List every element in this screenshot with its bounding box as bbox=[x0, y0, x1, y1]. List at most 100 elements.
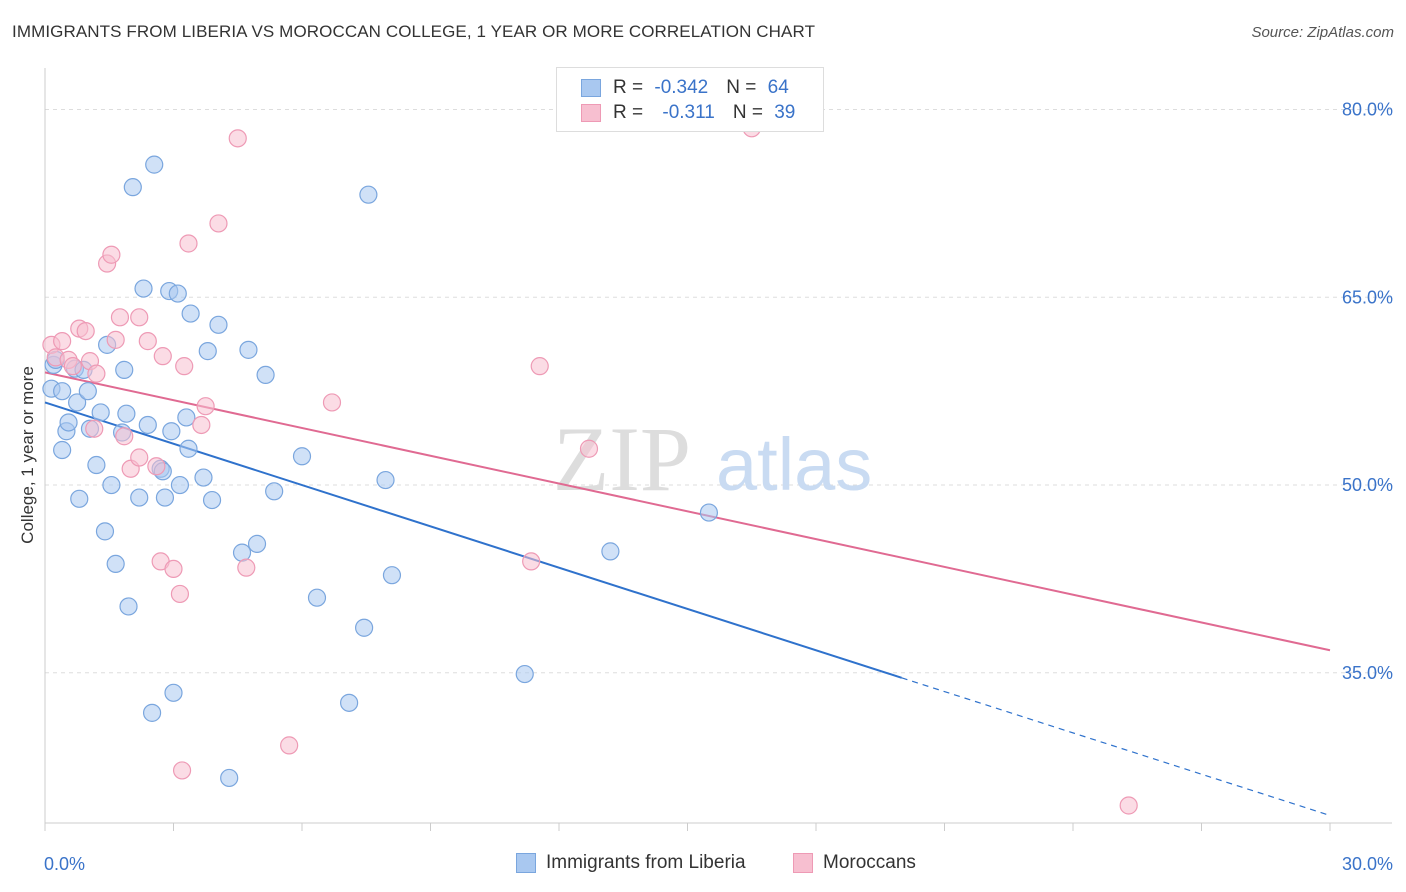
liberia-point bbox=[117, 404, 136, 423]
liberia-point bbox=[170, 475, 190, 495]
liberia-point bbox=[168, 284, 187, 303]
tick-labels: 35.0% 50.0% 65.0% 80.0% 0.0% 30.0% bbox=[44, 100, 1393, 874]
liberia-point bbox=[376, 470, 395, 490]
moroccans-legend-swatch bbox=[793, 853, 813, 873]
moroccan-point bbox=[280, 736, 299, 755]
moroccan-point bbox=[164, 559, 183, 579]
liberia-point bbox=[123, 178, 142, 197]
liberia-point bbox=[59, 413, 78, 432]
legend-n-value: 64 bbox=[767, 77, 789, 98]
liberia-point bbox=[68, 393, 87, 412]
moroccan-point bbox=[1119, 796, 1138, 815]
legend-r-value: -0.311 bbox=[662, 102, 715, 123]
moroccan-point bbox=[53, 332, 72, 351]
y-tick-label: 80.0% bbox=[1342, 100, 1393, 120]
moroccans-swatch bbox=[581, 104, 601, 122]
liberia-point bbox=[265, 482, 284, 501]
legend-r-label: R = bbox=[613, 102, 649, 123]
liberia-point bbox=[232, 543, 252, 562]
x-tick-label: 30.0% bbox=[1342, 854, 1393, 874]
legend-row-liberia: R = -0.342 N = 64 bbox=[581, 76, 789, 100]
grid-lines bbox=[45, 109, 1392, 674]
moroccan-point bbox=[322, 393, 342, 412]
watermark-atlas: atlas bbox=[716, 423, 872, 506]
moroccan-trendline bbox=[44, 371, 1331, 652]
moroccan-point bbox=[106, 330, 125, 349]
liberia-point bbox=[179, 439, 198, 458]
moroccan-point bbox=[237, 558, 256, 577]
liberia-point bbox=[177, 408, 196, 427]
correlation-legend: R = -0.342 N = 64 R = -0.311 N = 39 bbox=[556, 67, 824, 132]
liberia-point bbox=[198, 342, 217, 361]
legend-n-label: N = bbox=[732, 102, 769, 123]
legend-item-liberia: Immigrants from Liberia bbox=[516, 852, 746, 874]
liberia-point bbox=[699, 503, 719, 522]
legend-item-moroccans: Moroccans bbox=[793, 852, 916, 874]
liberia-point bbox=[292, 447, 312, 466]
moroccan-point bbox=[147, 457, 166, 476]
liberia-point bbox=[70, 489, 89, 508]
legend-n-value: 39 bbox=[774, 102, 796, 123]
legend-series-name: Moroccans bbox=[823, 852, 916, 873]
legend-n-label: N = bbox=[726, 77, 762, 98]
moroccan-point bbox=[179, 234, 198, 253]
liberia-point bbox=[515, 664, 534, 684]
liberia-point bbox=[382, 566, 402, 585]
legend-series-name: Immigrants from Liberia bbox=[546, 852, 746, 873]
moroccan-point bbox=[76, 321, 95, 341]
liberia-point bbox=[119, 597, 138, 616]
moroccan-point bbox=[209, 214, 228, 233]
liberia-point bbox=[256, 365, 275, 385]
liberia-point bbox=[138, 415, 157, 435]
liberia-swatch bbox=[581, 79, 601, 97]
moroccan-point bbox=[530, 357, 549, 376]
y-tick-label: 50.0% bbox=[1342, 475, 1393, 495]
moroccan-point bbox=[130, 448, 149, 467]
liberia-point bbox=[239, 340, 258, 359]
legend-row-moroccans: R = -0.311 N = 39 bbox=[581, 101, 795, 125]
moroccan-point bbox=[579, 439, 599, 458]
liberia-point bbox=[91, 403, 110, 422]
moroccan-point bbox=[192, 415, 211, 435]
source-label: Source: ZipAtlas.com bbox=[1251, 24, 1394, 41]
liberia-point bbox=[53, 382, 72, 401]
moroccan-point bbox=[153, 347, 172, 366]
liberia-point bbox=[53, 440, 72, 460]
moroccan-point bbox=[228, 129, 247, 148]
moroccan-point bbox=[522, 552, 541, 571]
moroccan-point bbox=[170, 584, 190, 604]
y-tick-label: 35.0% bbox=[1342, 663, 1393, 683]
y-axis-label: College, 1 year or more bbox=[18, 366, 37, 544]
legend-r-value: -0.342 bbox=[654, 77, 709, 98]
liberia-point bbox=[78, 382, 97, 401]
liberia-point bbox=[87, 455, 106, 475]
liberia-point bbox=[202, 490, 222, 510]
liberia-point bbox=[145, 155, 164, 174]
liberia-point bbox=[307, 588, 327, 607]
moroccan-point bbox=[102, 245, 121, 264]
moroccan-point bbox=[196, 397, 215, 416]
liberia-point bbox=[209, 315, 228, 334]
chart-title: IMMIGRANTS FROM LIBERIA VS MOROCCAN COLL… bbox=[12, 22, 816, 41]
moroccan-point bbox=[87, 364, 106, 383]
data-points bbox=[42, 119, 1138, 815]
moroccan-point bbox=[130, 308, 149, 327]
liberia-point bbox=[95, 522, 115, 541]
moroccan-point bbox=[172, 761, 192, 780]
liberia-point bbox=[247, 534, 267, 553]
y-tick-label: 65.0% bbox=[1342, 287, 1393, 307]
axes bbox=[44, 68, 1392, 831]
liberia-point bbox=[340, 693, 359, 712]
liberia-point bbox=[106, 554, 125, 574]
moroccan-point bbox=[115, 427, 134, 446]
liberia-point bbox=[155, 488, 175, 507]
liberia-point bbox=[164, 683, 183, 702]
liberia-trendline-extension bbox=[901, 677, 1331, 817]
moroccan-point bbox=[110, 308, 130, 327]
moroccan-point bbox=[175, 357, 194, 376]
liberia-point bbox=[142, 703, 162, 722]
liberia-point bbox=[220, 768, 239, 788]
liberia-point bbox=[181, 304, 200, 323]
liberia-point bbox=[359, 185, 378, 204]
